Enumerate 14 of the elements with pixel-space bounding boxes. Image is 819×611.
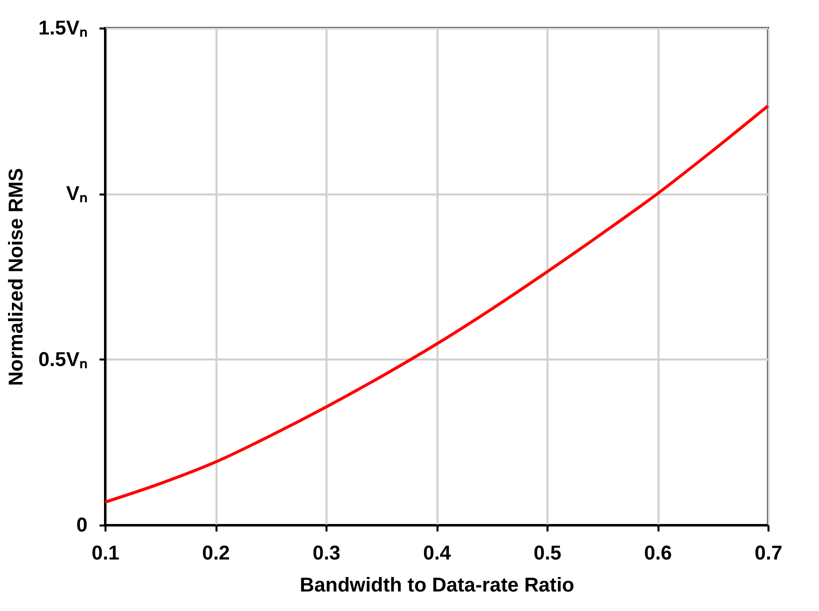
- y-tick-label: 1.5Vₙ: [38, 18, 88, 40]
- x-tick-label: 0.2: [202, 542, 230, 564]
- x-tick-label: 0.4: [423, 542, 452, 564]
- y-axis-title: Normalized Noise RMS: [5, 168, 28, 386]
- x-tick-label: 0.7: [754, 542, 782, 564]
- line-series: [104, 104, 770, 504]
- x-tick-label: 0.5: [534, 542, 562, 564]
- y-tick-label: Vₙ: [66, 183, 88, 206]
- y-tick-label: 0: [76, 514, 88, 536]
- x-tick-label: 0.3: [312, 542, 340, 564]
- x-tick-label: 0.6: [644, 542, 672, 564]
- y-tick-label: 0.5Vₙ: [38, 348, 88, 371]
- x-axis-title: Bandwidth to Data-rate Ratio: [300, 574, 574, 596]
- x-tick-label: 0.1: [92, 542, 120, 564]
